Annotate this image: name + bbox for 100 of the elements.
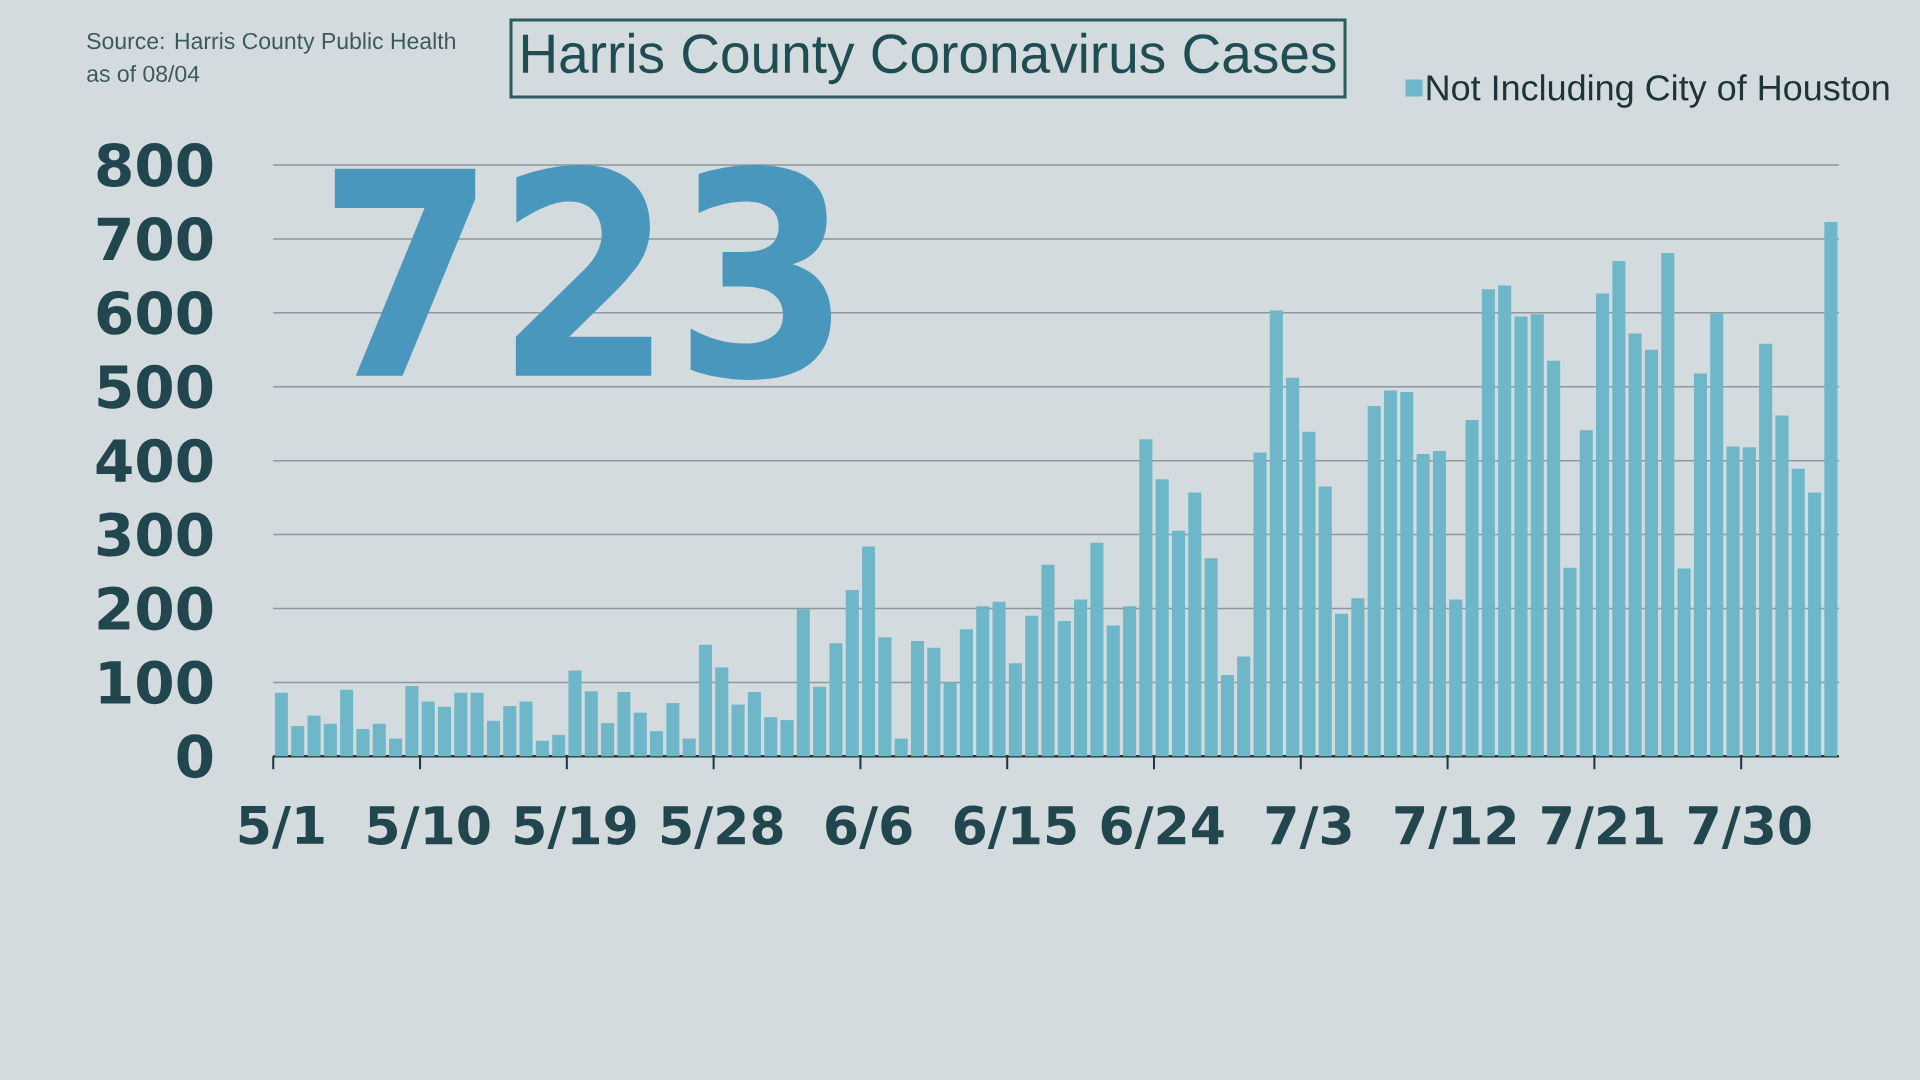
bar	[1090, 542, 1104, 757]
y-tick-label: 400	[96, 438, 213, 483]
y-tick-label: 100	[100, 660, 213, 705]
bar	[307, 715, 321, 757]
bar	[1530, 314, 1544, 757]
bar	[943, 682, 957, 757]
bar	[1677, 568, 1691, 757]
bar	[274, 692, 288, 757]
bar	[1710, 313, 1724, 757]
bar	[389, 738, 403, 757]
bar	[976, 606, 990, 757]
bar	[1025, 615, 1039, 757]
bar	[1481, 289, 1495, 757]
bar	[1253, 452, 1267, 757]
bar	[372, 723, 386, 757]
bar	[552, 734, 566, 757]
bar	[1661, 252, 1675, 757]
bar	[780, 720, 794, 757]
bar	[1742, 447, 1756, 757]
bar	[356, 728, 370, 757]
y-tick-label: 0	[177, 734, 213, 779]
bar	[519, 701, 533, 757]
bar	[1498, 285, 1512, 757]
bar	[1155, 479, 1169, 757]
x-tick-label: 7/3	[1266, 805, 1351, 850]
chart-title: Harris County Coronavirus Cases	[522, 32, 1336, 85]
bar	[1106, 625, 1120, 757]
x-tick-label: 7/30	[1689, 805, 1811, 850]
bar	[1237, 656, 1251, 757]
y-tick-label: 300	[97, 512, 213, 557]
bar	[1123, 606, 1137, 757]
bar	[568, 670, 582, 757]
bar	[633, 712, 647, 757]
bar	[1204, 558, 1218, 757]
x-tick-label: 5/28	[662, 805, 783, 850]
y-tick-label: 200	[98, 586, 213, 631]
bar	[1579, 430, 1593, 757]
bar	[1449, 599, 1463, 757]
bar	[1220, 675, 1234, 757]
bar	[454, 692, 468, 757]
bar	[470, 692, 484, 757]
bar	[698, 644, 712, 757]
bar	[601, 723, 615, 757]
x-tick-label: 7/12	[1395, 805, 1516, 850]
bar	[1596, 293, 1610, 757]
x-tick-label: 5/19	[515, 805, 636, 849]
bar	[486, 720, 500, 757]
x-tick-label: 5/1	[239, 805, 324, 849]
legend-label: Not Including City of Houston	[1427, 74, 1889, 108]
source-note: Source: Harris County Public Health	[87, 32, 455, 54]
bar	[927, 647, 941, 757]
bar	[291, 725, 305, 757]
annotation: 723	[334, 165, 832, 380]
bar	[1726, 446, 1740, 757]
bar	[1188, 492, 1202, 757]
bar	[1791, 468, 1805, 757]
y-tick-label: 500	[98, 364, 213, 409]
bar	[910, 640, 925, 757]
bar	[1628, 333, 1642, 757]
bar	[829, 643, 843, 757]
bar	[650, 731, 664, 757]
bar	[878, 637, 892, 757]
bar	[1644, 349, 1658, 757]
bar	[1400, 391, 1414, 757]
bar	[1074, 599, 1088, 757]
bar	[1465, 420, 1479, 757]
y-tick-label: 600	[97, 290, 213, 335]
bar	[1547, 360, 1561, 757]
bar	[764, 717, 778, 757]
bar	[845, 589, 859, 757]
bar	[584, 691, 598, 757]
x-tick-label: 6/6	[826, 805, 912, 849]
text: as of 08/04	[87, 65, 200, 82]
x-tick-label: 5/10	[368, 805, 490, 850]
bar	[959, 629, 973, 757]
bar	[813, 686, 827, 757]
bar	[1318, 486, 1332, 757]
bar	[340, 689, 354, 757]
bar	[1514, 316, 1528, 757]
bar	[617, 692, 631, 757]
bar	[715, 667, 729, 757]
bar	[862, 546, 876, 757]
bar	[1759, 343, 1773, 757]
bar	[1335, 613, 1349, 757]
bar	[1693, 373, 1707, 757]
bar	[666, 703, 680, 757]
bar	[1351, 598, 1365, 757]
bar	[1775, 415, 1789, 757]
bar	[1286, 377, 1300, 757]
bar	[1139, 439, 1153, 757]
bar	[1432, 451, 1446, 757]
y-tick-label: 800	[97, 143, 213, 187]
bar	[682, 738, 696, 757]
bar	[1008, 663, 1022, 757]
bar	[1824, 221, 1838, 757]
x-tick-label: 7/21	[1542, 805, 1663, 850]
bar	[1612, 261, 1626, 757]
bar	[1041, 564, 1055, 757]
bar	[1563, 567, 1577, 757]
bar	[421, 701, 435, 757]
